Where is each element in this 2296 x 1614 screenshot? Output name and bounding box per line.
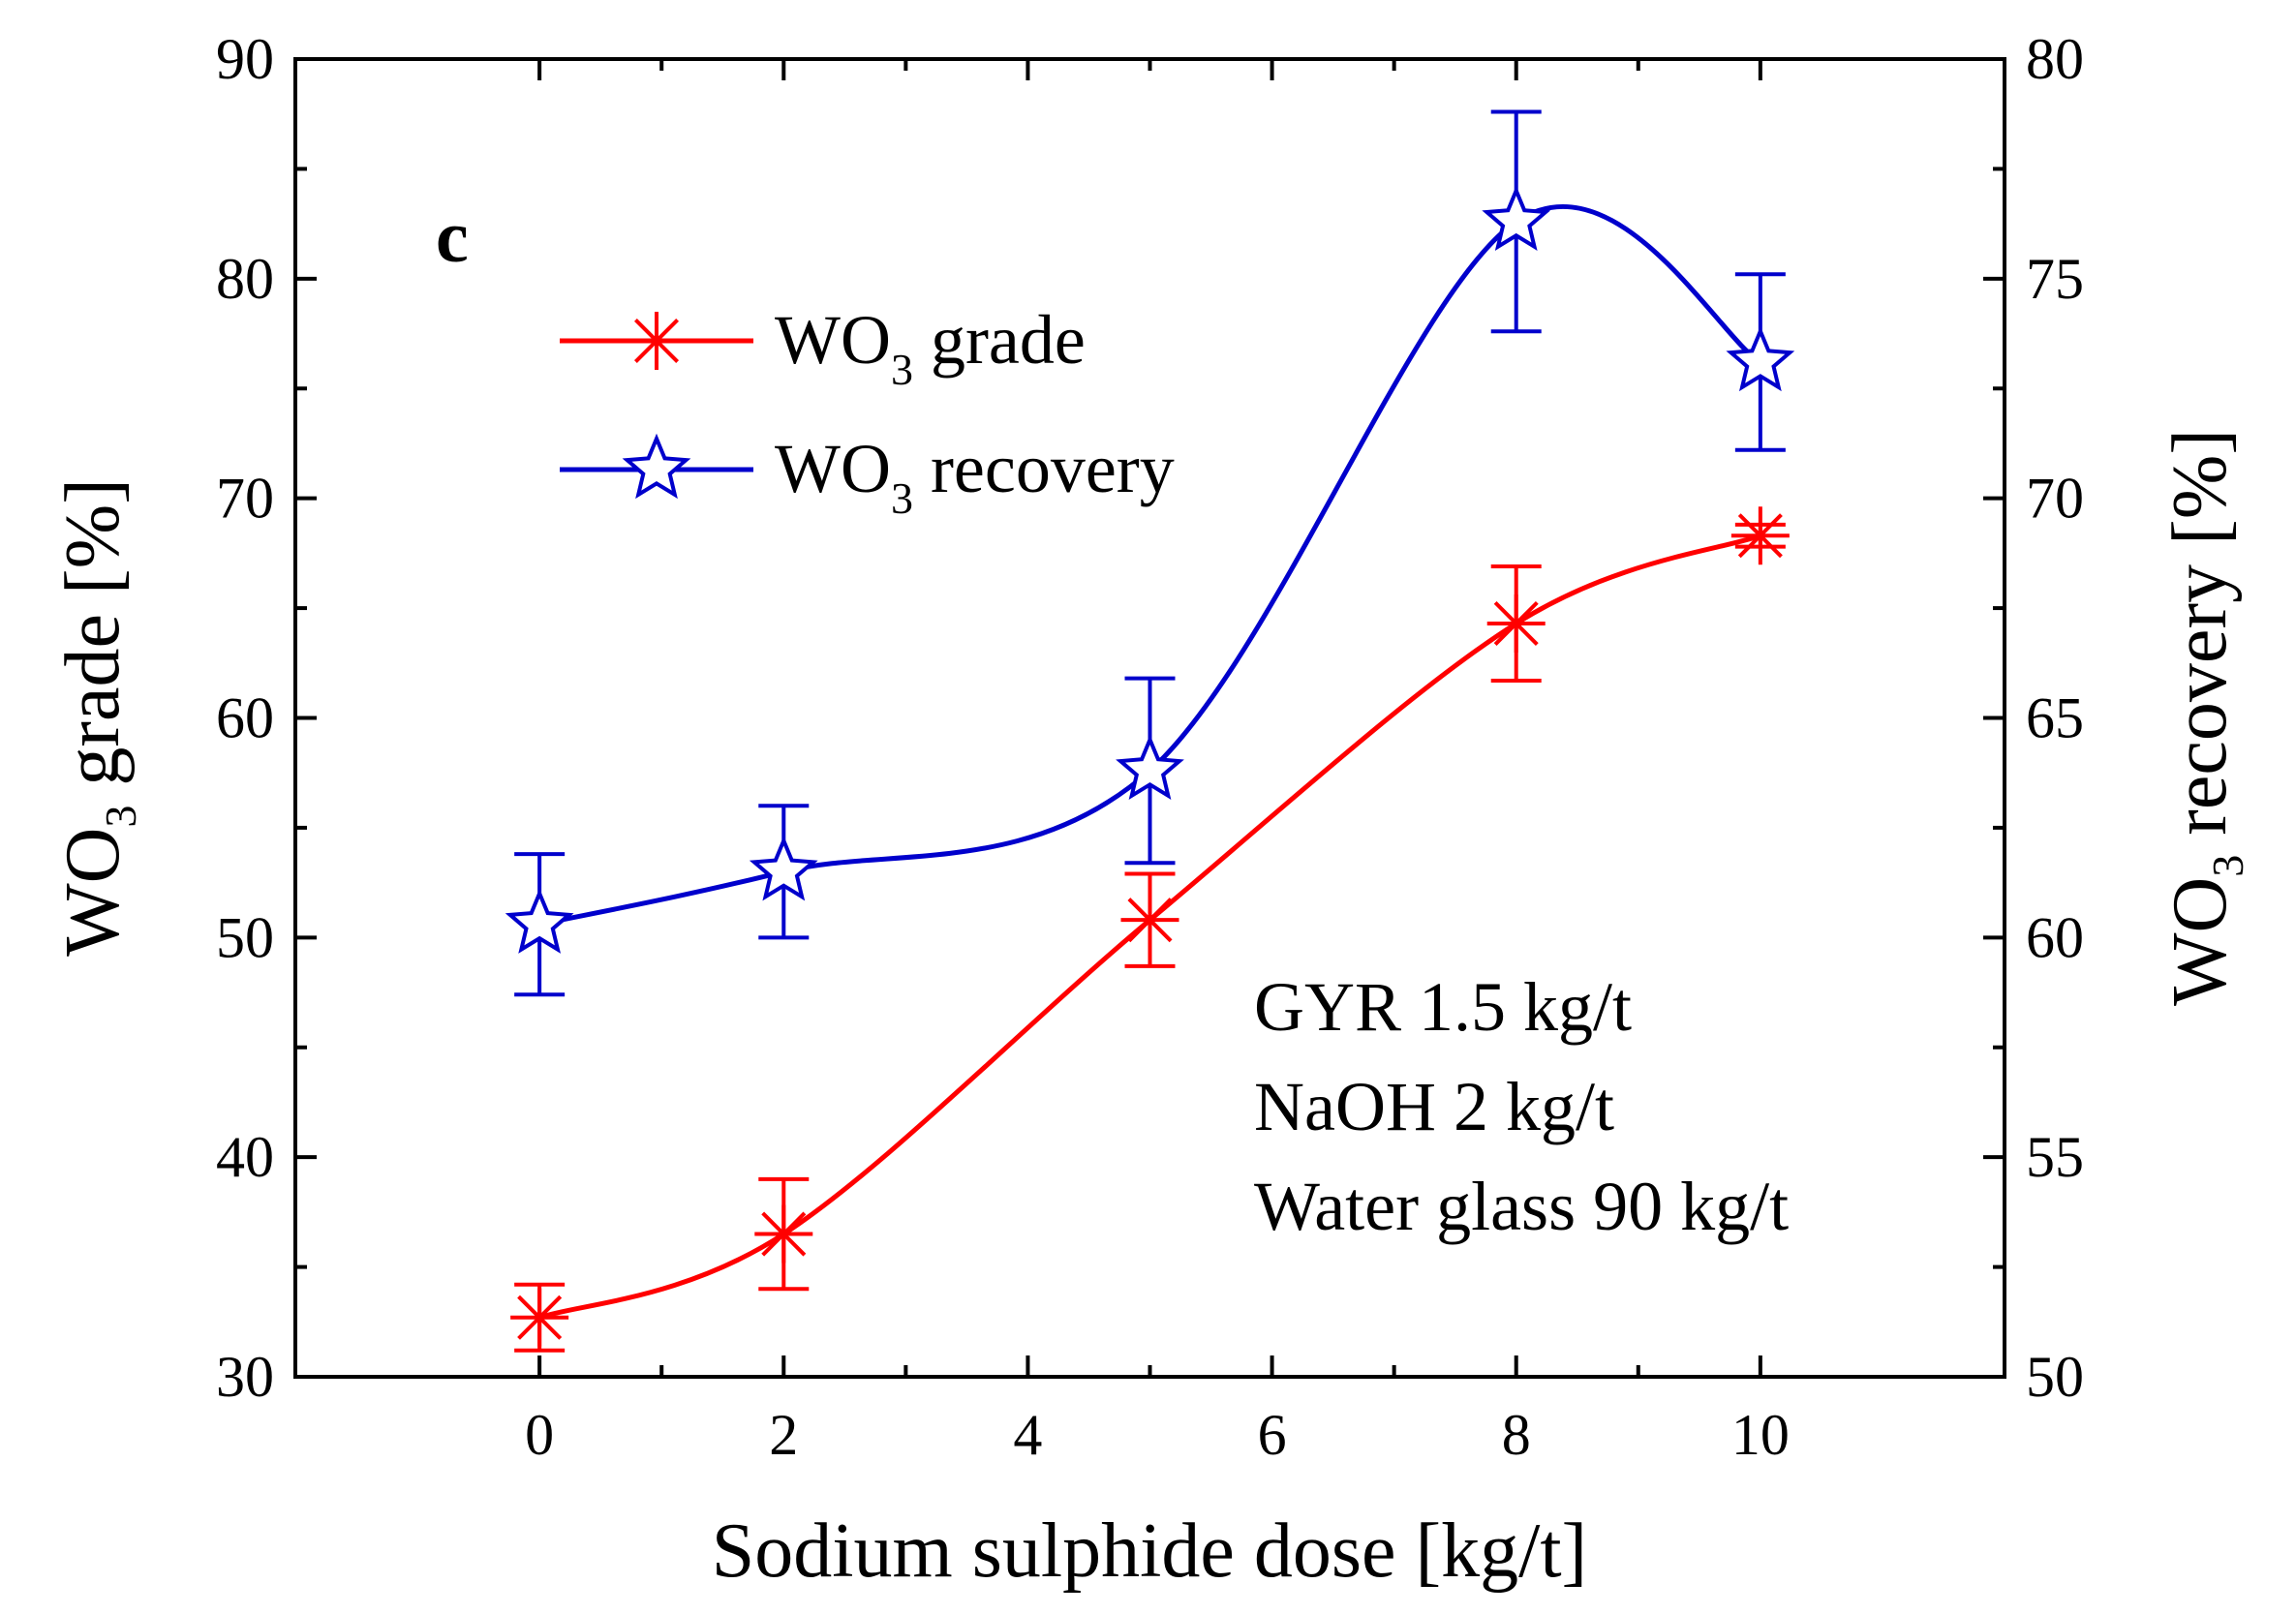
annotation-water-glass: Water glass 90 kg/t	[1254, 1168, 1789, 1245]
data-point-grade	[1120, 891, 1179, 950]
data-point-grade-stroke	[761, 1211, 807, 1257]
y-right-tick-label: 60	[2026, 905, 2084, 969]
y-right-tick-label: 50	[2026, 1345, 2084, 1409]
legend-asterisk-icon	[628, 312, 686, 370]
y-axis-left-title: WO3 grade [%]	[50, 478, 145, 957]
data-point-recovery	[1482, 185, 1551, 251]
x-tick-label: 8	[1502, 1403, 1531, 1467]
panel-label: c	[436, 197, 469, 278]
legend-recovery-sub: 3	[891, 473, 913, 523]
y-right-title-main: WO	[2158, 877, 2243, 1006]
annotation-naoh: NaOH 2 kg/t	[1254, 1068, 1614, 1145]
data-point-grade-stroke	[1127, 898, 1173, 943]
legend-recovery-label: WO3 recovery	[775, 430, 1175, 523]
y-right-tick-label: 75	[2026, 247, 2084, 311]
tick-labels: 0 2 4 6 8 10 30 40 50 60 70 80 90 50 55 60 65 70 75 80	[216, 27, 2084, 1467]
x-axis-title: Sodium sulphide dose [kg/t]	[712, 1508, 1587, 1594]
data-point-recovery	[505, 888, 574, 954]
legend-grade-sub: 3	[891, 345, 913, 394]
y-left-title-sub: 3	[96, 806, 145, 828]
data-point-grade	[754, 1204, 813, 1264]
x-tick-label: 4	[1013, 1403, 1042, 1467]
y-left-tick-label: 40	[216, 1125, 274, 1189]
data-point-grade-stroke	[1493, 600, 1539, 646]
legend-recovery-rest: recovery	[913, 430, 1175, 507]
legend-grade-rest: grade	[913, 301, 1086, 379]
markers	[505, 185, 1795, 1347]
annotation-block: GYR 1.5 kg/t NaOH 2 kg/t Water glass 90 …	[1254, 968, 1789, 1245]
legend-grade-main: WO	[775, 301, 891, 379]
data-point-grade-stroke	[517, 1294, 563, 1340]
y-left-tick-label: 80	[216, 247, 274, 311]
legend-recovery-marker	[622, 433, 691, 500]
data-point-grade-stroke	[1737, 513, 1783, 559]
x-tick-label: 0	[525, 1403, 554, 1467]
legend-star-icon	[622, 433, 691, 500]
legend: WO3 grade WO3 recovery	[560, 301, 1175, 523]
y-left-title-main: WO	[50, 828, 136, 957]
x-tick-label: 6	[1258, 1403, 1287, 1467]
y-right-title-rest: recovery [%]	[2158, 429, 2243, 855]
data-point-grade	[510, 1288, 569, 1347]
data-point-recovery	[1726, 325, 1795, 392]
y-left-title-rest: grade [%]	[50, 478, 136, 806]
data-point-recovery	[1116, 734, 1184, 801]
y-left-tick-label: 50	[216, 905, 274, 969]
x-tick-label: 2	[769, 1403, 798, 1467]
y-left-tick-label: 30	[216, 1345, 274, 1409]
y-right-title-sub: 3	[2203, 855, 2252, 877]
x-tick-label: 10	[1731, 1403, 1790, 1467]
y-left-tick-label: 90	[216, 27, 274, 91]
data-point-recovery	[749, 836, 818, 901]
data-point-grade	[1730, 506, 1790, 565]
y-right-tick-label: 65	[2026, 686, 2084, 750]
legend-grade-label: WO3 grade	[775, 301, 1086, 394]
series-recovery-curve	[538, 203, 1762, 928]
data-point-grade	[1486, 594, 1546, 653]
y-left-tick-label: 60	[216, 686, 274, 750]
y-right-tick-label: 80	[2026, 27, 2084, 91]
y-left-tick-label: 70	[216, 467, 274, 531]
y-right-tick-label: 55	[2026, 1125, 2084, 1189]
y-axis-right-title: WO3 recovery [%]	[2158, 429, 2252, 1006]
legend-grade-marker	[628, 312, 686, 370]
legend-recovery-main: WO	[775, 430, 891, 507]
y-right-tick-label: 70	[2026, 467, 2084, 531]
axis-ticks	[295, 57, 2005, 1379]
legend-asterisk-icon-stroke	[633, 318, 680, 364]
annotation-gyr: GYR 1.5 kg/t	[1254, 968, 1632, 1046]
